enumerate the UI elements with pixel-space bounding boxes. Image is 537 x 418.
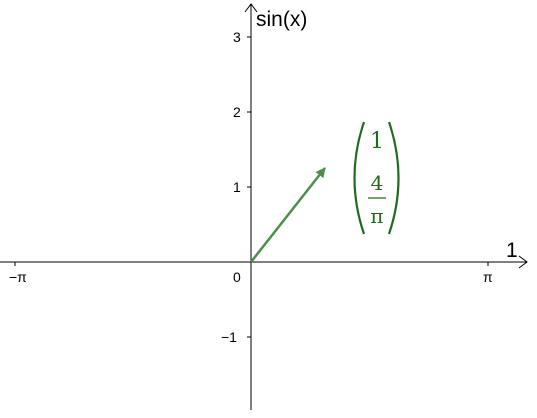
x-tick-label-neg-pi: −π	[9, 269, 27, 285]
y-axis-label: sin(x)	[256, 8, 307, 31]
x-axis-label: 1	[506, 239, 518, 262]
y-tick-label-2: 2	[233, 104, 241, 120]
x-tick-label-pi: π	[483, 269, 493, 285]
right-paren	[387, 121, 400, 235]
vector-arrow	[250, 167, 326, 263]
vector-component-top: 1	[370, 129, 384, 154]
x-axis-arrow	[518, 255, 528, 269]
left-paren	[353, 121, 366, 235]
y-tick-label-neg1: −1	[221, 329, 237, 345]
y-axis-arrow	[244, 3, 258, 13]
y-tick-label-1: 1	[233, 179, 241, 195]
vector-label: 1 4 π	[353, 121, 400, 235]
fraction-numerator: 4	[371, 171, 384, 195]
fraction-denominator: π	[370, 204, 383, 228]
y-tick-label-3: 3	[233, 29, 241, 45]
origin-label: 0	[233, 269, 241, 285]
